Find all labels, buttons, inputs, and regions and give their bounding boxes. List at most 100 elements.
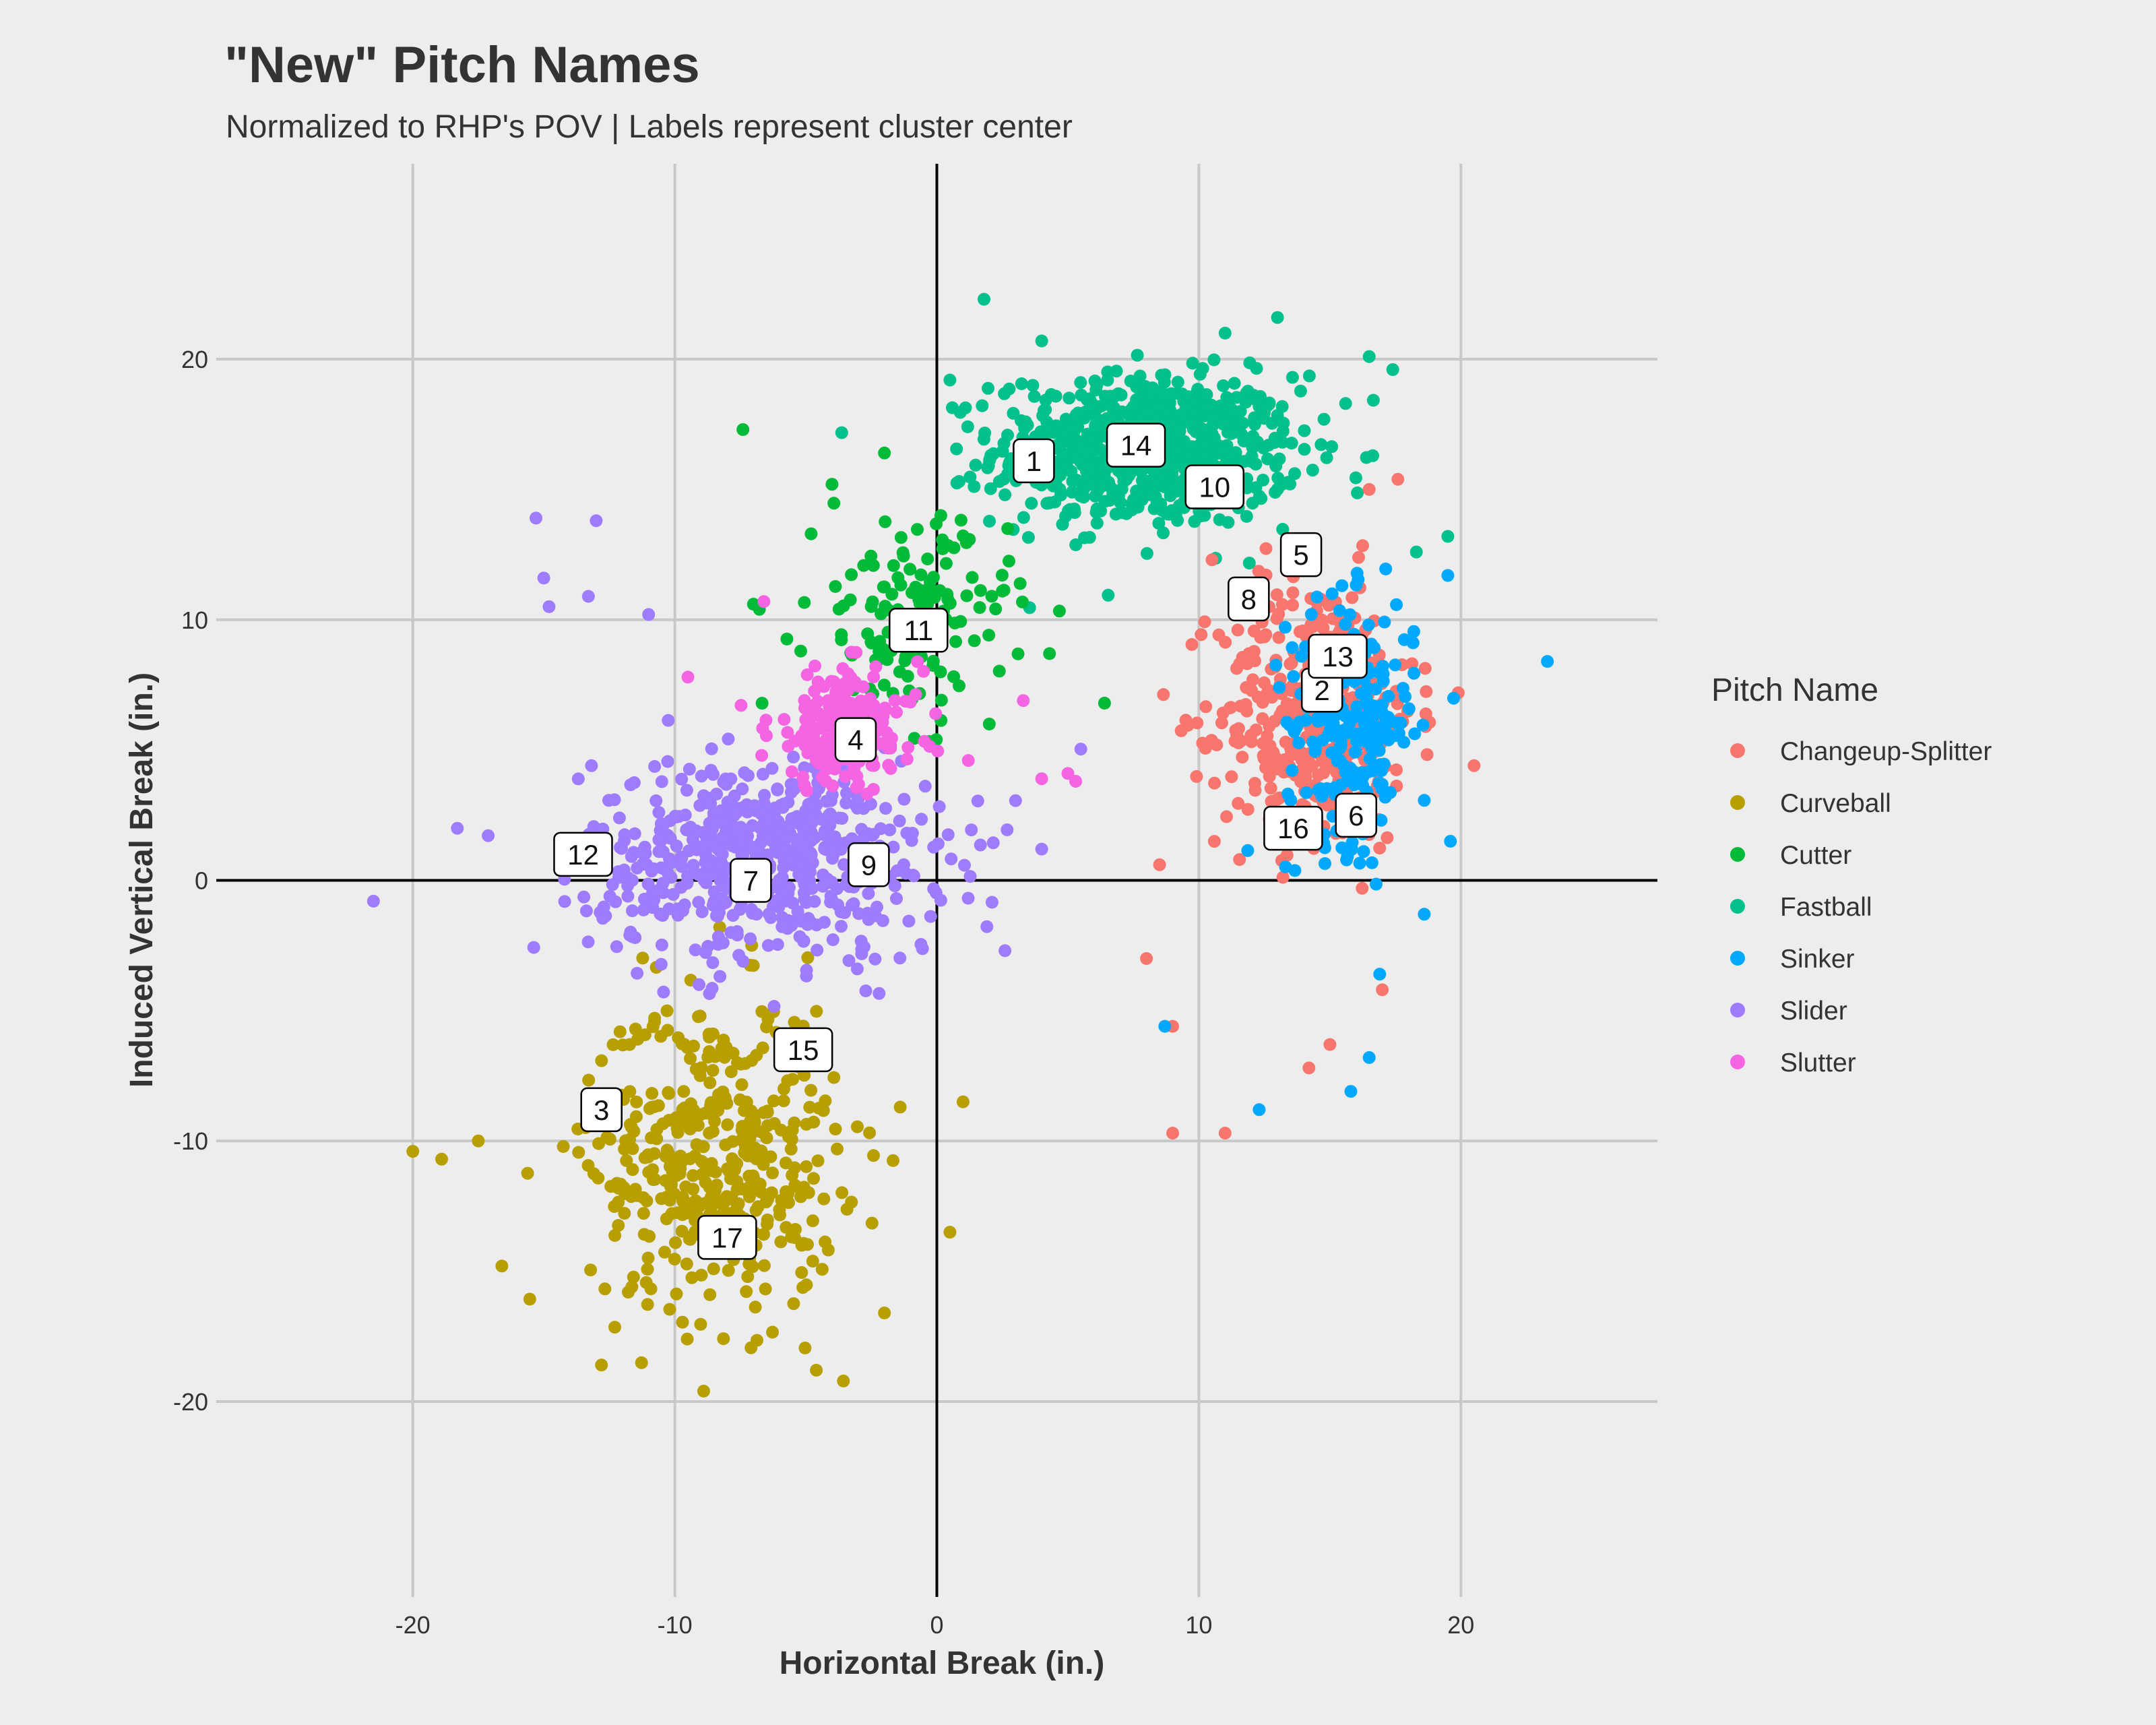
data-point (897, 792, 911, 806)
data-point (1104, 389, 1117, 403)
data-point (953, 679, 965, 693)
data-point (472, 1134, 485, 1148)
data-point (1090, 516, 1104, 530)
data-point (1325, 440, 1339, 453)
data-point (781, 726, 794, 739)
data-point (787, 1297, 800, 1311)
data-point (808, 685, 821, 698)
data-point (867, 759, 881, 772)
legend-item-curveball: Curveball (1730, 789, 1891, 818)
data-point (435, 1152, 448, 1166)
data-point (707, 1262, 720, 1276)
data-point (692, 868, 705, 881)
data-point (744, 932, 757, 945)
data-point (887, 559, 900, 572)
data-point (837, 858, 851, 871)
data-point (1077, 482, 1091, 495)
data-point (631, 966, 644, 980)
data-point (1362, 618, 1375, 631)
data-point (1043, 647, 1056, 660)
data-point (1378, 717, 1392, 730)
legend-swatch (1730, 951, 1745, 966)
data-point (724, 1065, 738, 1078)
data-point (1362, 350, 1376, 363)
data-point (1065, 485, 1079, 499)
data-point (761, 1106, 774, 1119)
legend-item-slider: Slider (1730, 997, 1847, 1026)
data-point (1130, 393, 1143, 406)
y-tick-label: 20 (181, 346, 208, 373)
data-point (1283, 477, 1297, 491)
data-point (672, 1031, 685, 1044)
data-point (1350, 578, 1363, 592)
cluster-label-box (889, 607, 949, 653)
data-point (821, 734, 835, 747)
data-point (810, 1364, 823, 1377)
data-point (1038, 404, 1050, 417)
data-point (521, 1166, 534, 1180)
data-point (1131, 348, 1144, 362)
data-point (1252, 565, 1265, 578)
data-point (742, 1141, 755, 1154)
data-point (941, 539, 955, 553)
data-point (674, 1150, 687, 1163)
data-point (1351, 487, 1364, 499)
data-point (968, 480, 981, 493)
data-point (1199, 700, 1213, 714)
data-point (913, 597, 926, 610)
data-point (1286, 371, 1299, 384)
cluster-label-box (1106, 422, 1166, 468)
data-point (948, 617, 961, 630)
data-point (1390, 598, 1403, 611)
data-point (1259, 542, 1273, 555)
data-point (817, 1104, 830, 1117)
data-point (819, 774, 833, 788)
data-point (1240, 509, 1253, 523)
data-point (1378, 790, 1392, 804)
data-point (1295, 650, 1308, 663)
data-point (648, 760, 662, 773)
data-point (1171, 375, 1184, 389)
y-tick-label: -10 (173, 1127, 208, 1155)
data-point (625, 874, 639, 887)
data-point (1319, 857, 1331, 871)
data-point (837, 1375, 850, 1387)
data-point (973, 601, 986, 615)
data-point (775, 1193, 788, 1207)
data-point (689, 1063, 703, 1076)
cluster-label-box (848, 842, 890, 887)
data-point (766, 1325, 779, 1339)
data-point (637, 1207, 650, 1220)
cluster-label-box (1308, 633, 1368, 679)
data-point (654, 958, 668, 971)
data-point (906, 827, 919, 840)
data-point (595, 1358, 608, 1372)
data-point (1155, 369, 1168, 382)
data-point (950, 476, 963, 490)
cluster-label-box (773, 1027, 833, 1073)
data-point (965, 823, 978, 837)
data-point (658, 1245, 671, 1259)
data-point (985, 896, 998, 909)
data-point (1240, 704, 1254, 718)
data-point (943, 373, 957, 387)
data-point (1133, 369, 1147, 383)
data-point (856, 680, 870, 693)
data-point (719, 1138, 732, 1152)
data-point (757, 595, 771, 608)
data-point (798, 1342, 812, 1354)
data-point (1236, 751, 1249, 764)
data-point (1345, 591, 1359, 604)
cluster-label-text: 13 (1322, 641, 1354, 672)
data-point (662, 714, 675, 727)
data-point (755, 697, 769, 710)
data-point (637, 1191, 650, 1204)
data-point (722, 732, 735, 746)
data-point (656, 877, 670, 890)
data-point (699, 946, 712, 960)
data-point (998, 944, 1012, 958)
data-point (697, 1156, 710, 1170)
data-point (1286, 586, 1300, 600)
data-point (1441, 569, 1455, 582)
cluster-label-13: 13 (1308, 633, 1368, 679)
